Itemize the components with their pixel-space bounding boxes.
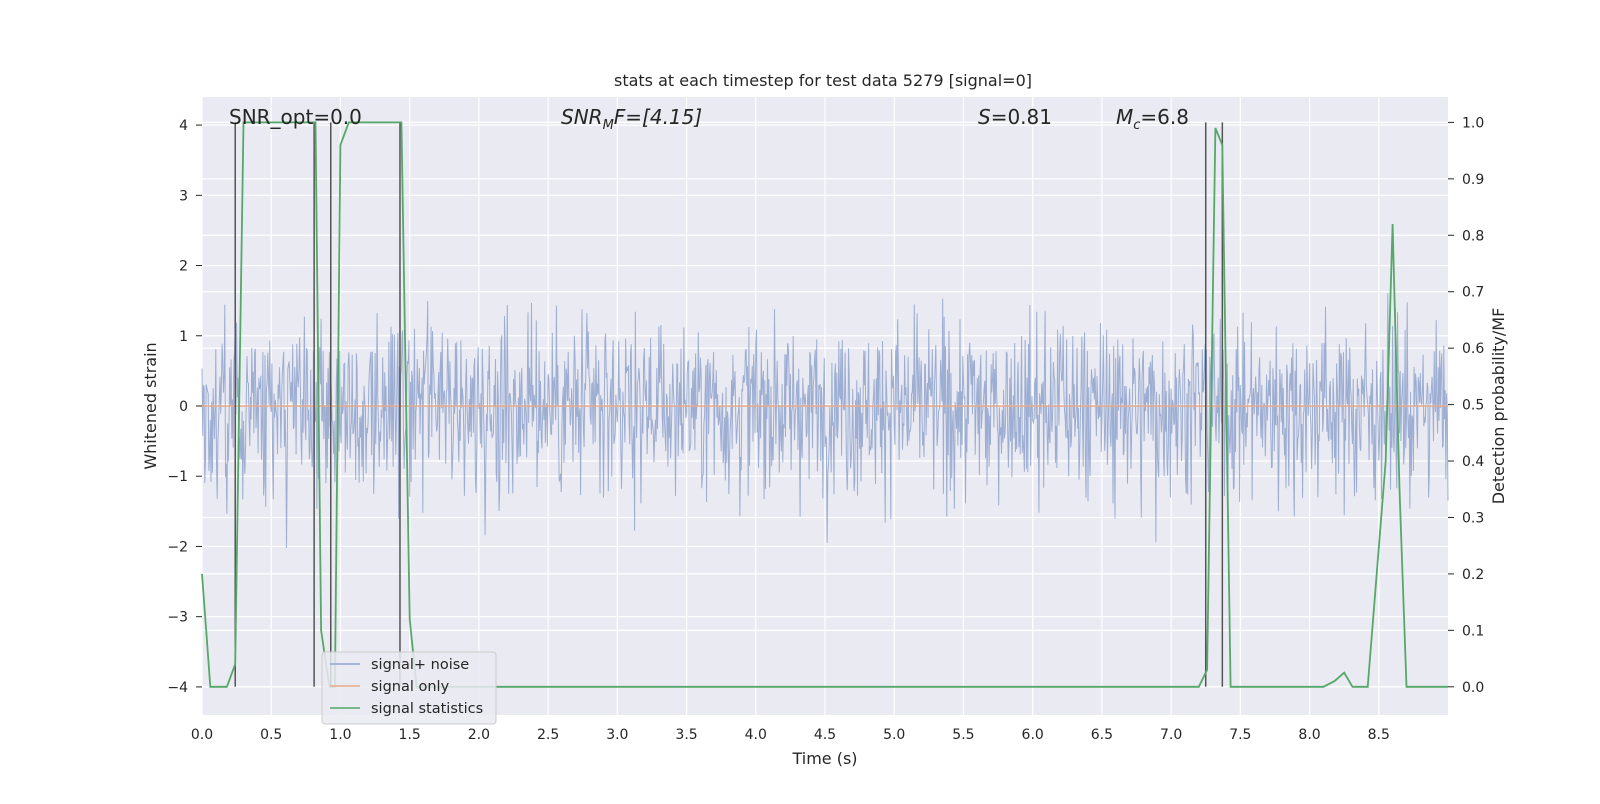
x-tick-label: 8.0 (1298, 727, 1320, 743)
legend-box (321, 651, 497, 725)
x-axis: 0.0 0.5 1.0 1.5 2.0 2.5 3.0 3.5 4.0 4.5 5.0 5.5 6.0 6… (191, 727, 1390, 743)
x-tick-label: 2.0 (468, 727, 490, 743)
y-left-tick-label: 1 (179, 329, 188, 345)
legend-label-signal-only: signal only (371, 679, 450, 695)
annotation-s: S=0.81 (978, 105, 1052, 129)
y-axis-left-label: Whitened strain (141, 342, 160, 469)
x-tick-label: 3.5 (675, 727, 697, 743)
y-left-tick-label: −1 (167, 469, 188, 485)
annotation-snr-mf-subscript: M (603, 118, 614, 133)
x-tick-label: 7.5 (1229, 727, 1251, 743)
y-left-tick-label: 3 (179, 188, 188, 204)
chart-title: stats at each timestep for test data 527… (614, 71, 1032, 90)
x-tick-label: 5.0 (883, 727, 905, 743)
x-tick-label: 0.5 (260, 727, 282, 743)
annotation-snr-mf-rest: F=[4.15] (614, 105, 702, 129)
annotation-snr-mf-symbol: SNR (561, 105, 603, 129)
y-left-tick-label: 4 (179, 118, 188, 134)
y-axis-right-label: Detection probability/MF (1489, 308, 1508, 505)
y-right-tick-label: 1.0 (1462, 115, 1484, 131)
y-right-tick-label: 0.0 (1462, 680, 1484, 696)
annotation-snr-mf: SNRMF=[4.15] (561, 105, 702, 133)
x-tick-label: 1.5 (399, 727, 421, 743)
x-tick-label: 7.0 (1160, 727, 1182, 743)
legend-label-signal-statistics: signal statistics (371, 701, 483, 717)
y-right-tick-label: 0.1 (1462, 623, 1484, 639)
y-left-tick-label: −4 (167, 680, 188, 696)
x-tick-label: 8.5 (1368, 727, 1390, 743)
annotation-mc-subscript: c (1133, 118, 1140, 133)
legend-label-signal-plus-noise: signal+ noise (371, 657, 469, 673)
y-right-tick-label: 0.7 (1462, 285, 1484, 301)
y-right-tick-label: 0.4 (1462, 454, 1484, 470)
y-right-tick-label: 0.8 (1462, 228, 1484, 244)
y-right-tick-label: 0.9 (1462, 172, 1484, 188)
x-tick-label: 4.0 (745, 727, 767, 743)
y-right-tick-label: 0.3 (1462, 510, 1484, 526)
annotation-s-value: =0.81 (991, 105, 1052, 129)
series-line-signal-plus-noise (201, 293, 1449, 548)
y-left-tick-label: 0 (179, 399, 188, 415)
x-tick-label: 6.0 (1022, 727, 1044, 743)
annotation-mc-symbol: M (1116, 105, 1133, 129)
x-tick-label: 2.5 (537, 727, 559, 743)
annotation-mc: Mc=6.8 (1116, 105, 1189, 133)
x-tick-label: 3.0 (606, 727, 628, 743)
x-tick-label: 1.0 (329, 727, 351, 743)
x-tick-label: 0.0 (191, 727, 213, 743)
y-left-tick-label: 2 (179, 259, 188, 275)
y-right-tick-label: 0.5 (1462, 398, 1484, 414)
y-left-tick-label: −3 (167, 610, 188, 626)
vertical-markers (234, 122, 1224, 687)
annotation-mc-value: =6.8 (1140, 105, 1189, 129)
x-tick-label: 5.5 (952, 727, 974, 743)
y-left-tick-label: −2 (167, 539, 188, 555)
y-axis-right: 0.0 0.1 0.2 0.3 0.4 0.5 0.6 0.7 0.8 0.9 1.0 (1448, 115, 1484, 696)
y-right-tick-label: 0.6 (1462, 341, 1484, 357)
annotation-s-symbol: S (978, 105, 991, 129)
series-signal-plus-noise (201, 293, 1449, 548)
y-right-tick-label: 0.2 (1462, 567, 1484, 583)
x-tick-label: 4.5 (814, 727, 836, 743)
x-axis-label: Time (s) (791, 749, 857, 768)
x-tick-label: 6.5 (1091, 727, 1113, 743)
annotation-snr-opt: SNR_opt=0.0 (229, 105, 362, 129)
y-axis-left: −4 −3 −2 −1 0 1 2 3 4 (167, 118, 202, 696)
legend: signal+ noise signal only signal statist… (321, 651, 497, 725)
